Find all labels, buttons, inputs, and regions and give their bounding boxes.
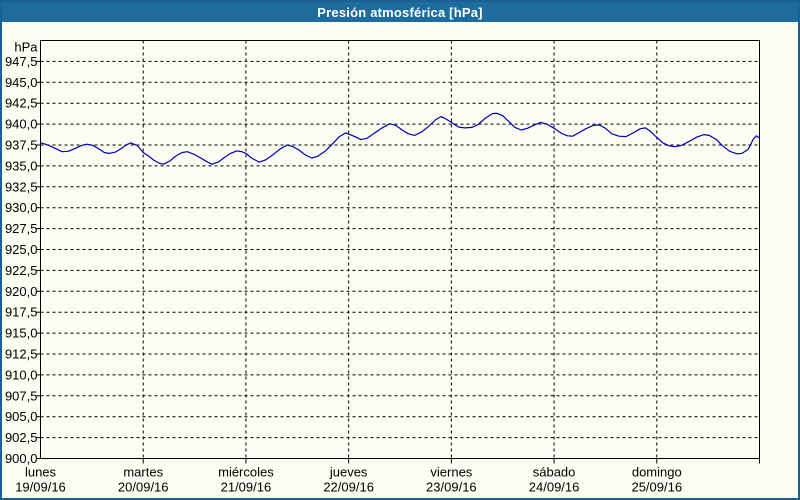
- y-axis-label: 925,0: [5, 242, 38, 257]
- x-axis-date-label: 20/09/16: [118, 480, 169, 495]
- y-axis-label: 902,5: [5, 430, 38, 445]
- pressure-line: [39, 112, 760, 165]
- y-axis-label: 930,0: [5, 200, 38, 215]
- chart-area: 900,0 902,5 905,0 907,5 910,0 912,5 915,0 917,5…: [2, 22, 798, 498]
- x-axis-day-label: miércoles: [218, 465, 274, 480]
- y-axis-label: 905,0: [5, 409, 38, 424]
- y-axis-label: 947,5: [5, 54, 38, 69]
- y-axis-unit-label: hPa: [14, 40, 38, 55]
- y-axis-label: 910,0: [5, 367, 38, 382]
- x-axis-date-label: 19/09/16: [15, 480, 66, 495]
- y-axis-label: 935,0: [5, 158, 38, 173]
- x-axis-day-label: domingo: [632, 465, 682, 480]
- y-axis-label: 915,0: [5, 326, 38, 341]
- y-axis-label: 945,0: [5, 75, 38, 90]
- x-axis-day-label: jueves: [329, 465, 368, 480]
- y-axis-label: 932,5: [5, 179, 38, 194]
- window-title: Presión atmosférica [hPa]: [317, 4, 483, 20]
- title-bar: Presión atmosférica [hPa]: [2, 2, 798, 22]
- pressure-chart: 900,0 902,5 905,0 907,5 910,0 912,5 915,0 917,5…: [5, 40, 760, 495]
- x-axis-date-label: 24/09/16: [529, 480, 580, 495]
- x-axis-day-label: martes: [123, 465, 163, 480]
- y-axis-label: 940,0: [5, 117, 38, 132]
- x-axis-date-label: 23/09/16: [426, 480, 477, 495]
- y-axis-label: 912,5: [5, 347, 38, 362]
- plot-border: [40, 40, 760, 459]
- y-axis-label: 937,5: [5, 138, 38, 153]
- y-axis-label: 917,5: [5, 305, 38, 320]
- y-axis-label: 942,5: [5, 96, 38, 111]
- x-axis-date-label: 21/09/16: [221, 480, 272, 495]
- y-axis-label: 907,5: [5, 388, 38, 403]
- x-axis-day-label: sábado: [533, 465, 576, 480]
- x-axis-day-label: viernes: [430, 465, 472, 480]
- y-axis-label: 922,5: [5, 263, 38, 278]
- x-axis-date-label: 22/09/16: [323, 480, 374, 495]
- y-axis-label: 920,0: [5, 284, 38, 299]
- x-axis-date-label: 25/09/16: [631, 480, 682, 495]
- y-axis-label: 927,5: [5, 221, 38, 236]
- y-axis-label: 900,0: [5, 451, 38, 466]
- x-axis-day-label: lunes: [25, 465, 57, 480]
